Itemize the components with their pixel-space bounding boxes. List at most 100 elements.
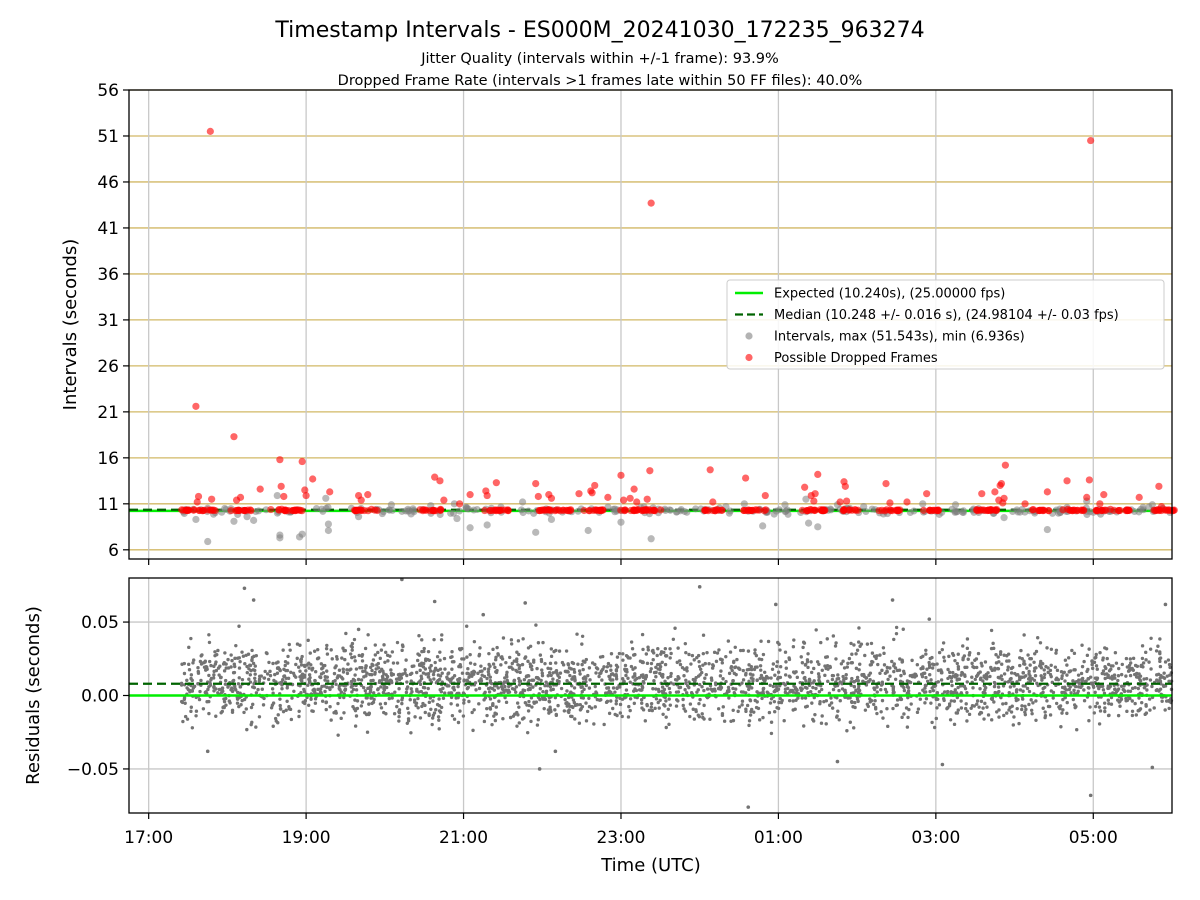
residual-point [871,660,875,664]
residual-point [294,662,298,667]
residual-point [961,644,965,648]
residual-point [447,677,452,682]
residual-point [397,687,401,691]
residual-point [268,669,272,674]
residual-point [932,725,937,730]
residual-point [658,698,662,703]
residual-point [281,648,285,652]
residual-point [837,688,841,693]
residual-point [525,730,530,735]
residual-point [554,648,558,653]
residual-point [682,673,686,678]
residual-point [379,648,384,652]
dropped-frame-point [421,506,430,514]
residual-point [401,644,405,649]
residual-point [647,708,652,713]
residual-point [298,675,302,679]
residual-point [458,648,463,652]
residual-point [547,711,551,715]
residual-point [298,658,303,662]
residual-point [611,706,615,711]
residual-point [206,687,210,692]
residual-point [281,709,286,714]
dropped-frame-point [854,506,862,514]
residual-point [437,697,441,701]
dropped-frame-point [882,479,890,488]
residual-point [419,689,423,694]
residual-point [1088,793,1093,798]
residual-point [654,665,658,669]
residual-point [1167,706,1171,711]
residual-point [287,704,291,709]
residual-point [554,669,559,673]
residual-point [383,678,388,682]
residual-point [948,718,953,722]
residual-point [501,717,505,721]
residual-point [1018,663,1022,668]
residual-point [775,664,779,669]
residual-point [669,681,673,685]
residual-point [611,686,616,690]
residual-point [676,699,680,703]
residual-point [1147,660,1151,664]
residual-point [655,653,659,658]
residual-point [571,698,576,702]
residual-point [942,655,946,659]
residual-point [656,687,661,692]
residual-point [397,719,401,723]
residual-point [621,658,625,662]
residual-point [577,669,582,673]
residual-point [329,718,333,722]
residual-point [549,688,553,692]
residual-point [1113,651,1118,655]
residual-point [764,676,768,680]
residual-point [501,688,505,692]
residual-point [333,678,337,683]
residual-point [824,666,828,671]
dropped-frame-point [532,479,540,488]
dropped-frame-point [1021,500,1029,508]
residual-point [598,698,602,702]
dropped-frame-point [280,492,288,501]
residual-point [924,652,928,656]
dropped-frame-point [436,506,444,515]
residual-point [1045,646,1049,650]
residual-point [701,633,706,637]
residual-point [1071,697,1076,702]
residual-point [1060,711,1064,715]
residual-point [283,663,287,668]
residual-point [456,695,460,700]
residual-point [952,699,957,703]
residual-point [1073,668,1077,672]
residual-point [645,702,649,707]
residual-point [565,678,569,683]
residual-point [452,717,457,721]
residual-point [925,667,929,671]
legend-label: Expected (10.240s), (25.00000 fps) [774,287,1005,302]
residual-point [892,664,896,668]
residual-point [1157,672,1161,676]
residual-point [579,695,584,700]
residual-point [543,661,547,666]
residual-point [1140,700,1144,705]
residual-point [1133,685,1137,690]
residual-point [218,675,223,680]
residual-point [488,675,493,679]
residual-point [609,699,613,703]
residual-point [753,698,757,703]
interval-point [532,528,540,536]
residual-point [461,714,466,718]
residual-point [467,699,471,704]
residual-point [1015,706,1019,711]
residual-point [1103,709,1107,714]
residual-point [660,685,665,689]
residual-point [909,702,913,706]
residual-point [586,673,590,678]
residual-point [261,703,266,707]
residual-point [554,712,558,717]
residual-point [758,676,762,680]
residual-point [458,677,462,681]
residual-point [825,637,829,641]
residual-point [615,686,619,691]
interval-point [725,509,733,517]
